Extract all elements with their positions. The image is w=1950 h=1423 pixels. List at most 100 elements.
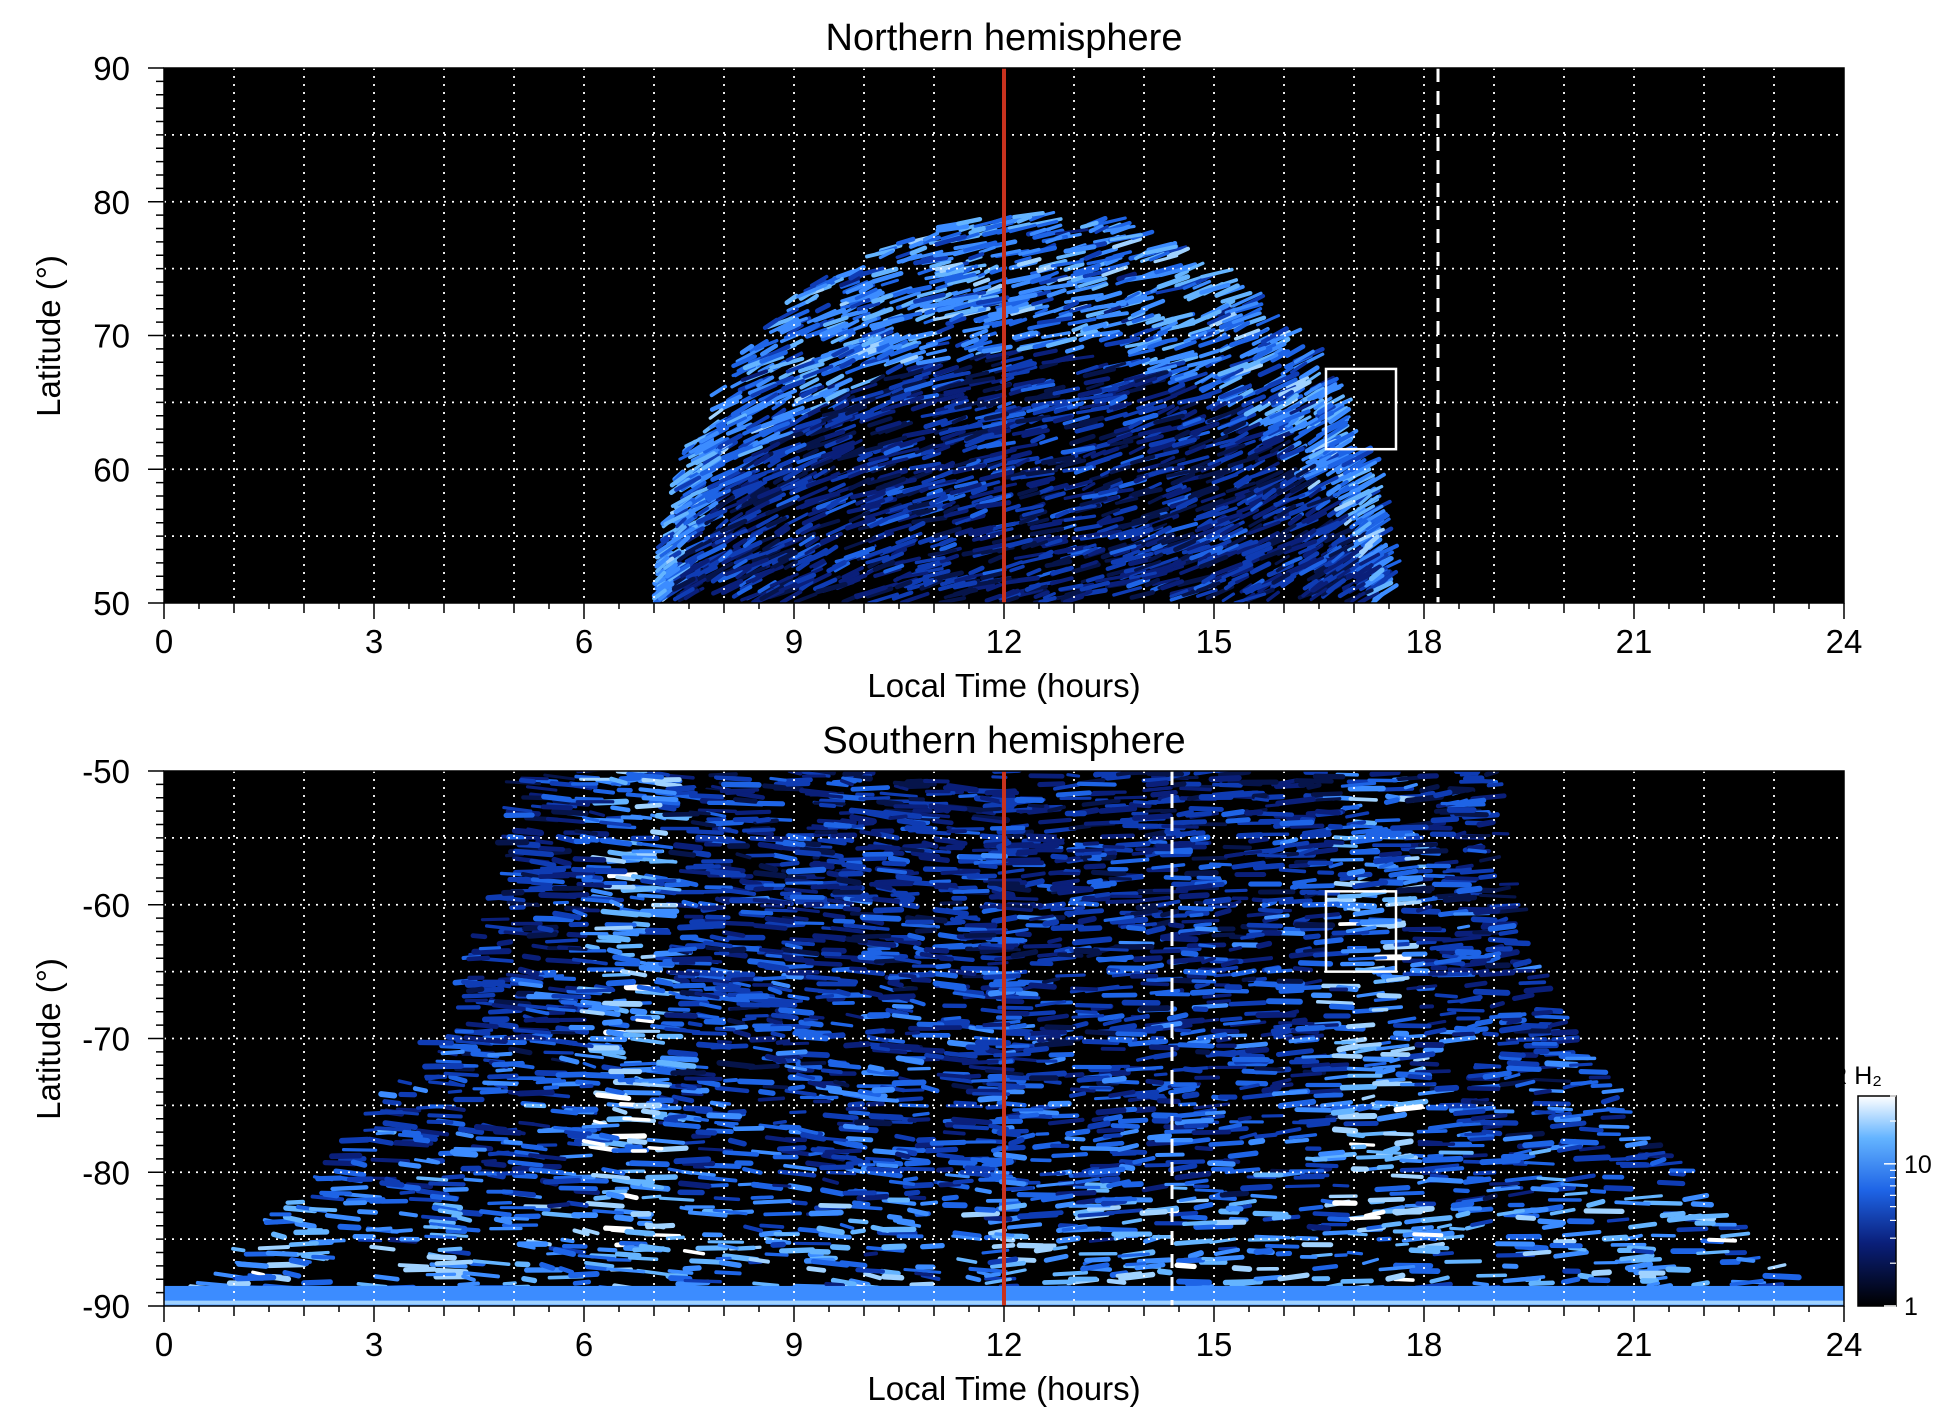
emission-streak xyxy=(813,468,828,479)
emission-streak xyxy=(1116,1143,1140,1152)
emission-streak xyxy=(1075,329,1099,337)
emission-streak xyxy=(821,947,847,954)
emission-streak xyxy=(1108,528,1137,540)
emission-streak xyxy=(1246,910,1281,918)
emission-streak xyxy=(1070,986,1099,992)
emission-streak xyxy=(1174,339,1197,351)
emission-streak xyxy=(724,563,751,577)
emission-streak xyxy=(895,447,920,456)
emission-streak xyxy=(1308,447,1328,460)
emission-streak xyxy=(972,284,992,293)
emission-streak xyxy=(1007,222,1031,230)
emission-streak xyxy=(988,554,1004,564)
emission-streak xyxy=(580,897,613,904)
emission-streak xyxy=(1171,819,1208,826)
emission-streak xyxy=(1374,1043,1410,1051)
emission-streak xyxy=(1240,1183,1273,1192)
emission-streak xyxy=(1215,539,1232,549)
emission-streak xyxy=(809,274,829,288)
emission-streak xyxy=(1578,1126,1604,1133)
emission-streak xyxy=(1233,320,1251,333)
emission-streak xyxy=(1060,445,1096,455)
emission-streak xyxy=(1234,464,1253,476)
emission-streak xyxy=(867,557,885,569)
emission-streak xyxy=(1624,1261,1654,1271)
emission-streak xyxy=(487,1150,511,1157)
emission-streak xyxy=(976,440,1002,450)
emission-streak xyxy=(1503,1073,1521,1080)
emission-streak xyxy=(1260,353,1279,364)
emission-streak xyxy=(1178,1196,1197,1203)
emission-streak xyxy=(821,405,857,418)
emission-streak xyxy=(1176,317,1195,329)
emission-streak xyxy=(1206,312,1231,326)
emission-streak xyxy=(671,790,698,796)
emission-streak xyxy=(1502,1134,1533,1142)
emission-streak xyxy=(629,1008,648,1016)
emission-streak xyxy=(1026,567,1042,577)
emission-streak xyxy=(696,1078,721,1088)
emission-streak xyxy=(1498,1054,1522,1061)
northern-emission-map xyxy=(651,210,1402,603)
emission-streak xyxy=(1352,907,1385,917)
emission-streak xyxy=(1104,256,1123,265)
emission-streak xyxy=(1187,431,1201,441)
emission-streak xyxy=(1016,214,1033,224)
emission-streak xyxy=(1025,467,1059,477)
emission-streak xyxy=(690,564,717,579)
emission-streak xyxy=(1486,1185,1521,1193)
emission-streak xyxy=(1238,956,1274,964)
emission-streak xyxy=(545,957,582,965)
emission-streak xyxy=(795,560,810,572)
x-tick-label: 24 xyxy=(1826,623,1863,660)
emission-streak xyxy=(1133,376,1158,388)
emission-streak xyxy=(1131,487,1151,497)
emission-streak xyxy=(671,576,696,592)
emission-streak xyxy=(837,978,859,985)
emission-streak xyxy=(945,263,965,273)
emission-streak xyxy=(769,431,804,446)
emission-streak xyxy=(778,582,798,593)
emission-streak xyxy=(863,508,890,520)
emission-streak xyxy=(1305,1156,1328,1162)
emission-streak xyxy=(1540,1037,1580,1046)
emission-streak xyxy=(1294,1107,1333,1113)
emission-streak xyxy=(1231,860,1266,870)
emission-streak xyxy=(1029,213,1045,222)
emission-streak xyxy=(1498,929,1519,936)
emission-streak xyxy=(520,871,539,879)
emission-streak xyxy=(833,561,851,573)
emission-streak xyxy=(435,1059,462,1064)
emission-streak xyxy=(1337,1112,1378,1120)
emission-streak xyxy=(324,1213,361,1222)
emission-streak xyxy=(1225,790,1260,798)
emission-streak xyxy=(856,451,874,462)
emission-streak xyxy=(1323,914,1342,920)
emission-streak xyxy=(1326,484,1342,497)
emission-streak xyxy=(806,308,837,324)
emission-streak xyxy=(1015,414,1051,424)
emission-streak xyxy=(672,587,695,602)
emission-streak xyxy=(798,1019,824,1028)
emission-streak xyxy=(962,264,979,274)
emission-streak xyxy=(879,984,895,992)
emission-streak xyxy=(883,445,901,456)
emission-streak xyxy=(877,435,908,447)
emission-streak xyxy=(833,1079,850,1088)
emission-streak xyxy=(1231,572,1249,582)
emission-streak xyxy=(1031,297,1054,307)
emission-streak xyxy=(1298,365,1320,381)
emission-streak xyxy=(975,411,1002,420)
emission-streak xyxy=(1308,410,1335,427)
emission-streak xyxy=(830,1277,857,1288)
emission-streak xyxy=(1192,778,1220,786)
emission-streak xyxy=(1020,382,1056,393)
emission-streak xyxy=(1112,1151,1137,1157)
emission-streak xyxy=(848,269,864,281)
emission-streak xyxy=(1210,562,1243,578)
emission-streak xyxy=(908,240,924,249)
emission-streak xyxy=(716,1040,732,1044)
emission-streak xyxy=(721,930,746,938)
emission-streak xyxy=(938,392,965,403)
